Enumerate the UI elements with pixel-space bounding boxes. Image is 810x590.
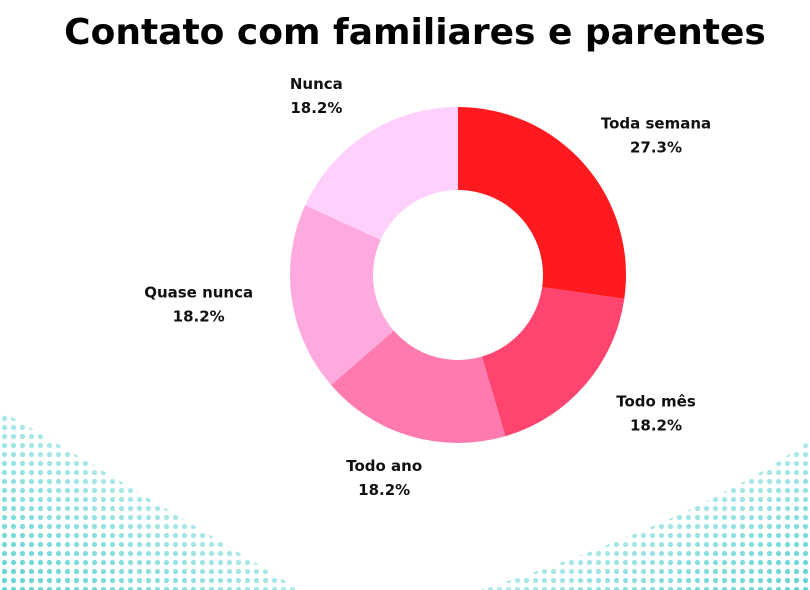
slice-label: Quase nunca: [144, 284, 253, 302]
slice-value: 18.2%: [630, 416, 682, 434]
slice-value: 27.3%: [630, 139, 682, 157]
chart-title: Contato com familiares e parentes: [64, 12, 766, 53]
page: Contato com familiares e parentes Toda s…: [0, 0, 810, 590]
slice-label: Todo ano: [346, 457, 422, 475]
donut-slice: [482, 287, 624, 436]
slice-value: 18.2%: [290, 99, 342, 117]
slice-label: Todo mês: [616, 392, 696, 410]
slice-label: Nunca: [290, 75, 343, 93]
slice-value: 18.2%: [358, 481, 410, 499]
chart: Contato com familiares e parentes Toda s…: [0, 0, 810, 590]
slice-value: 18.2%: [173, 308, 225, 326]
donut-slice: [458, 107, 626, 299]
decoration: [480, 440, 810, 590]
slice-label: Toda semana: [601, 115, 711, 133]
decoration: [0, 410, 300, 590]
